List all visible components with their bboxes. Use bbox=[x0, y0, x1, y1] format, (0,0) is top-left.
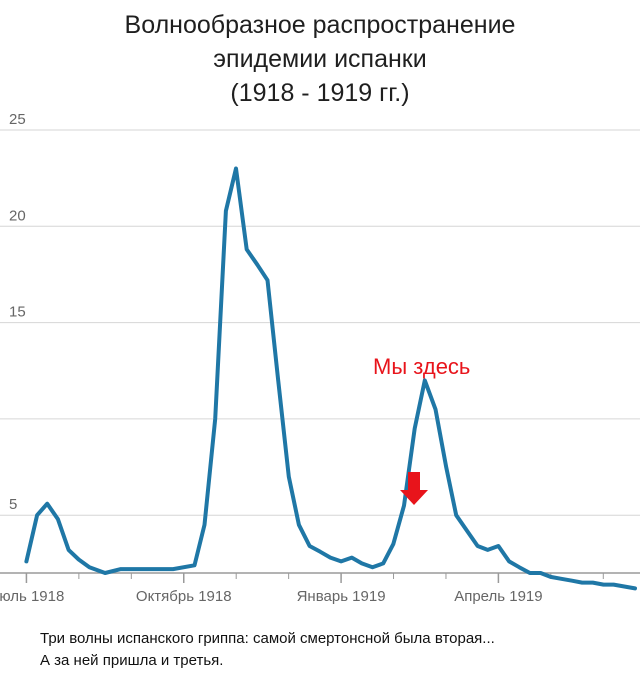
title-line: эпидемии испанки bbox=[213, 45, 427, 73]
title-line: Волнообразное распространение bbox=[124, 11, 516, 39]
series-line bbox=[24, 166, 637, 591]
y-tick-label: 25 bbox=[9, 111, 26, 128]
x-tick-label: Апрель 1919 bbox=[454, 588, 542, 605]
caption: Три волны испанского гриппа: самой смерт… bbox=[40, 628, 630, 672]
y-tick-label: 5 bbox=[9, 496, 17, 513]
caption-line-2: А за ней пришла и третья. bbox=[40, 652, 224, 669]
title-line: (1918 - 1919 гг.) bbox=[230, 79, 410, 107]
annotation-label: Мы здесь bbox=[373, 354, 471, 379]
x-tick-label: Июль 1918 bbox=[0, 588, 64, 605]
x-tick-label: Январь 1919 bbox=[297, 588, 386, 605]
chart-title: Волнообразное распространение эпидемии и… bbox=[0, 8, 640, 110]
down-arrow-icon bbox=[400, 472, 428, 505]
y-tick-label: 15 bbox=[9, 304, 26, 321]
caption-line-1: Три волны испанского гриппа: самой смерт… bbox=[40, 630, 495, 647]
y-tick-label: 20 bbox=[9, 207, 26, 224]
x-tick-label: Октябрь 1918 bbox=[136, 588, 232, 605]
